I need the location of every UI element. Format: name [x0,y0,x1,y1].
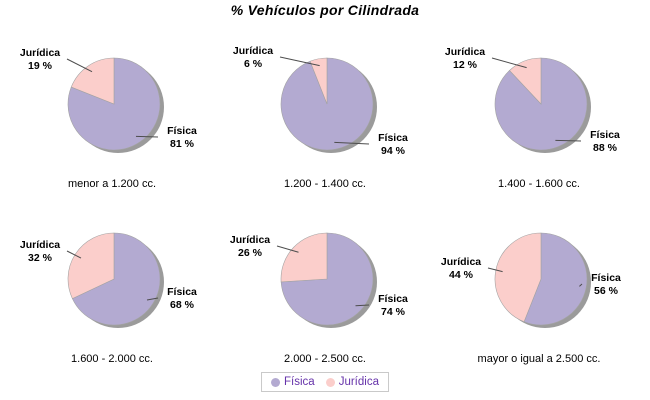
leader-line-juridica [276,245,299,253]
pie-label-name-juridica: Jurídica [233,45,273,57]
legend-label-juridica: Jurídica [338,376,379,388]
pie-caption: 1.200 - 1.400 cc. [284,178,366,190]
pie-cell: Física 56 % Jurídica 44 % mayor o igual a 2.… [431,205,647,377]
legend-label-fisica: Física [284,376,315,388]
leader-line-fisica [555,139,582,142]
pie-label-value-fisica: 74 % [381,306,406,318]
pie-caption: 2.000 - 2.500 cc. [284,353,366,365]
pie-label-name-juridica: Jurídica [230,234,270,246]
pie-slice-fisica [71,232,161,326]
pie-cell: Física 68 % Jurídica 32 % 1.600 - 2.000 cc. [4,205,220,377]
pie-label-value-fisica: 81 % [170,138,195,150]
pie-label-name-fisica: Física [167,286,197,298]
pie-label-name-fisica: Física [590,129,620,141]
pie-label-value-juridica: 6 % [244,58,263,70]
pie-cell: Física 94 % Jurídica 6 % 1.200 - 1.400 cc. [217,30,433,202]
pie-slice-juridica [309,57,328,105]
legend-item-fisica: Física [271,376,315,388]
pie-cell: Física 81 % Jurídica 19 % menor a 1.200 cc. [4,30,220,202]
pie-label-value-juridica: 26 % [238,247,263,259]
legend: Física Jurídica [261,372,389,392]
pie-slice-fisica [523,232,588,326]
pie-label-name-fisica: Física [378,293,408,305]
pie-label-name-juridica: Jurídica [20,47,60,59]
pie-label-value-fisica: 88 % [593,142,618,154]
leader-line-juridica [487,267,503,273]
pie-slice-juridica [509,57,542,105]
pie-cell: Física 88 % Jurídica 12 % 1.400 - 1.600 cc. [431,30,647,202]
pie-slice-juridica [67,232,115,299]
pie-label-value-fisica: 68 % [170,299,195,311]
pie-label-value-juridica: 44 % [449,269,474,281]
pie-caption: 1.400 - 1.600 cc. [498,178,580,190]
leader-line-juridica [491,57,527,69]
pie-label-name-fisica: Física [167,125,197,137]
leader-line-juridica [66,58,93,73]
pie-label-name-fisica: Física [378,132,408,144]
pie-label-value-juridica: 12 % [453,59,478,71]
pie-label-value-juridica: 19 % [28,60,53,72]
pie-label-value-fisica: 94 % [381,145,406,157]
leader-line-juridica [66,250,82,259]
pie-caption: mayor o igual a 2.500 cc. [477,353,601,365]
pie-label-value-juridica: 32 % [28,252,53,264]
leader-line-fisica [146,297,159,301]
pie-caption: menor a 1.200 cc. [67,178,157,190]
leader-line-fisica [579,283,583,287]
leader-line-fisica [355,304,370,307]
pie-slice-juridica [70,57,115,105]
pie-cell: Física 74 % Jurídica 26 % 2.000 - 2.500 cc. [217,205,433,377]
pie-slice-juridica [280,232,328,283]
leader-line-fisica [334,141,370,145]
legend-swatch-fisica-icon [271,377,281,387]
leader-line-fisica [135,135,159,138]
pie-label-name-fisica: Física [591,272,621,284]
pie-label-value-fisica: 56 % [594,285,619,297]
pie-label-name-juridica: Jurídica [441,256,481,268]
legend-item-juridica: Jurídica [325,376,379,388]
leader-line-juridica [279,56,320,67]
pie-caption: 1.600 - 2.000 cc. [71,353,153,365]
legend-swatch-juridica-icon [325,377,335,387]
chart-title: % Vehículos por Cilindrada [230,2,420,18]
pie-label-name-juridica: Jurídica [20,239,60,251]
pie-label-name-juridica: Jurídica [445,46,485,58]
